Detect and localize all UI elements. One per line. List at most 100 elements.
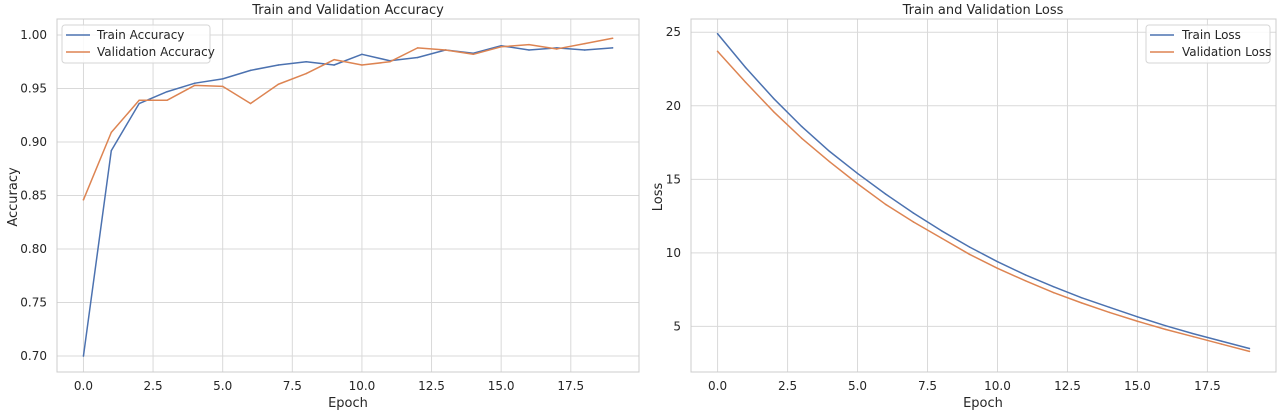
data-point-train-accuracy [333, 64, 335, 66]
legend-frame [61, 24, 211, 64]
x-tick-label: 15.0 [488, 379, 515, 393]
y-tick-label: 20 [666, 99, 681, 113]
tick-labels: 0.0 2.5 5.0 7.5 10.0 12.5 15.0 17.5 0.70 0.75 0.80… [20, 28, 584, 393]
data-point-validation-accuracy [472, 53, 475, 56]
x-tick-label: 0.0 [74, 379, 93, 393]
data-point-validation-accuracy [249, 102, 252, 105]
data-point-validation-loss [996, 267, 999, 270]
y-tick-label: 10 [666, 246, 681, 260]
legend-label-validation-accuracy: Validation Accuracy [97, 45, 215, 59]
data-point-validation-loss [744, 81, 747, 83]
data-point-validation-accuracy [305, 72, 307, 75]
x-tick-label: 2.5 [778, 379, 797, 393]
data-point-train-loss [1052, 285, 1055, 288]
data-point-train-loss [1248, 347, 1251, 350]
data-point-validation-accuracy [416, 47, 419, 49]
tick-labels: 0.0 2.5 5.0 7.5 10.0 12.5 15.0 17.5 5 10 15 20 25 [666, 25, 1221, 393]
data-point-validation-accuracy [444, 49, 447, 51]
data-point-train-accuracy [166, 90, 168, 93]
data-point-train-accuracy [138, 102, 140, 105]
data-point-train-loss [828, 150, 831, 153]
x-tick-label: 12.5 [1054, 379, 1081, 393]
data-point-validation-loss [1108, 311, 1111, 314]
series-line-validation-loss [716, 50, 1251, 353]
x-tick-label: 17.5 [1194, 379, 1221, 393]
chart-title: Train and Validation Accuracy [251, 3, 444, 18]
y-axis-label: Accuracy [6, 167, 21, 227]
y-tick-label: 5 [673, 319, 681, 333]
x-tick-label: 0.0 [708, 379, 727, 393]
data-point-validation-loss [884, 203, 887, 206]
axes-frame [690, 18, 1277, 373]
data-point-train-loss [1108, 306, 1111, 309]
data-point-validation-loss [1192, 335, 1195, 338]
x-tick-label: 10.0 [349, 379, 376, 393]
y-tick-label: 0.90 [20, 135, 47, 149]
data-point-validation-loss [912, 221, 915, 223]
data-point-train-loss [744, 66, 747, 69]
data-point-validation-accuracy [361, 64, 363, 66]
y-tick-label: 0.75 [20, 295, 47, 309]
data-point-train-loss [996, 260, 999, 263]
data-point-validation-accuracy [138, 99, 140, 102]
y-tick-label: 0.80 [20, 242, 47, 256]
data-point-train-accuracy [305, 61, 307, 63]
data-point-validation-loss [1164, 328, 1167, 331]
data-point-train-accuracy [361, 53, 363, 56]
grid [57, 19, 639, 372]
series-group [82, 37, 614, 357]
data-point-validation-accuracy [528, 43, 530, 46]
data-point-validation-loss [1220, 343, 1223, 345]
data-point-train-accuracy [611, 47, 614, 49]
legend: Train Accuracy Validation Accuracy [61, 24, 215, 64]
data-point-validation-loss [716, 50, 719, 53]
data-point-validation-accuracy [611, 37, 614, 39]
data-point-validation-accuracy [82, 199, 85, 201]
data-point-validation-loss [968, 253, 971, 256]
x-tick-label: 7.5 [283, 379, 302, 393]
data-point-train-loss [716, 32, 719, 35]
data-point-validation-loss [1024, 280, 1027, 282]
grid [691, 19, 1276, 372]
data-point-train-accuracy [528, 49, 530, 51]
data-point-train-loss [1192, 333, 1195, 335]
series-line-validation-accuracy [82, 37, 614, 201]
data-point-train-loss [968, 246, 971, 248]
data-point-validation-accuracy [110, 131, 113, 134]
data-point-train-loss [940, 230, 943, 232]
data-point-train-loss [1024, 274, 1027, 276]
x-tick-label: 10.0 [984, 379, 1011, 393]
chart-title: Train and Validation Loss [902, 3, 1064, 18]
x-tick-label: 15.0 [1124, 379, 1151, 393]
y-tick-label: 1.00 [20, 28, 47, 42]
data-point-train-accuracy [583, 49, 586, 51]
data-point-validation-loss [856, 182, 859, 185]
data-point-validation-accuracy [194, 84, 196, 87]
axes-frame [56, 18, 640, 373]
data-point-validation-loss [1248, 350, 1251, 353]
series-line-train-accuracy [82, 44, 614, 357]
legend-label-validation-loss: Validation Loss [1182, 45, 1271, 59]
accuracy-chart: Train and Validation Accuracy Epoch Accu… [6, 3, 640, 411]
data-point-train-loss [800, 125, 803, 128]
data-point-validation-loss [1136, 320, 1139, 323]
x-axis-label: Epoch [328, 396, 368, 411]
data-point-validation-loss [772, 110, 775, 113]
data-point-train-accuracy [249, 69, 252, 72]
data-point-train-loss [1220, 340, 1223, 342]
data-point-train-accuracy [221, 78, 224, 80]
x-tick-label: 17.5 [557, 379, 584, 393]
data-point-validation-accuracy [389, 61, 391, 63]
data-point-validation-loss [828, 160, 831, 163]
legend-frame [1145, 24, 1271, 64]
legend-label-train-accuracy: Train Accuracy [96, 28, 184, 42]
y-tick-label: 0.95 [20, 82, 47, 96]
data-point-train-loss [1136, 316, 1139, 318]
data-point-train-accuracy [110, 149, 113, 152]
data-point-validation-accuracy [583, 42, 586, 45]
x-tick-label: 2.5 [144, 379, 163, 393]
y-tick-label: 0.70 [20, 349, 47, 363]
data-point-train-accuracy [416, 56, 419, 59]
data-point-validation-accuracy [333, 58, 335, 61]
